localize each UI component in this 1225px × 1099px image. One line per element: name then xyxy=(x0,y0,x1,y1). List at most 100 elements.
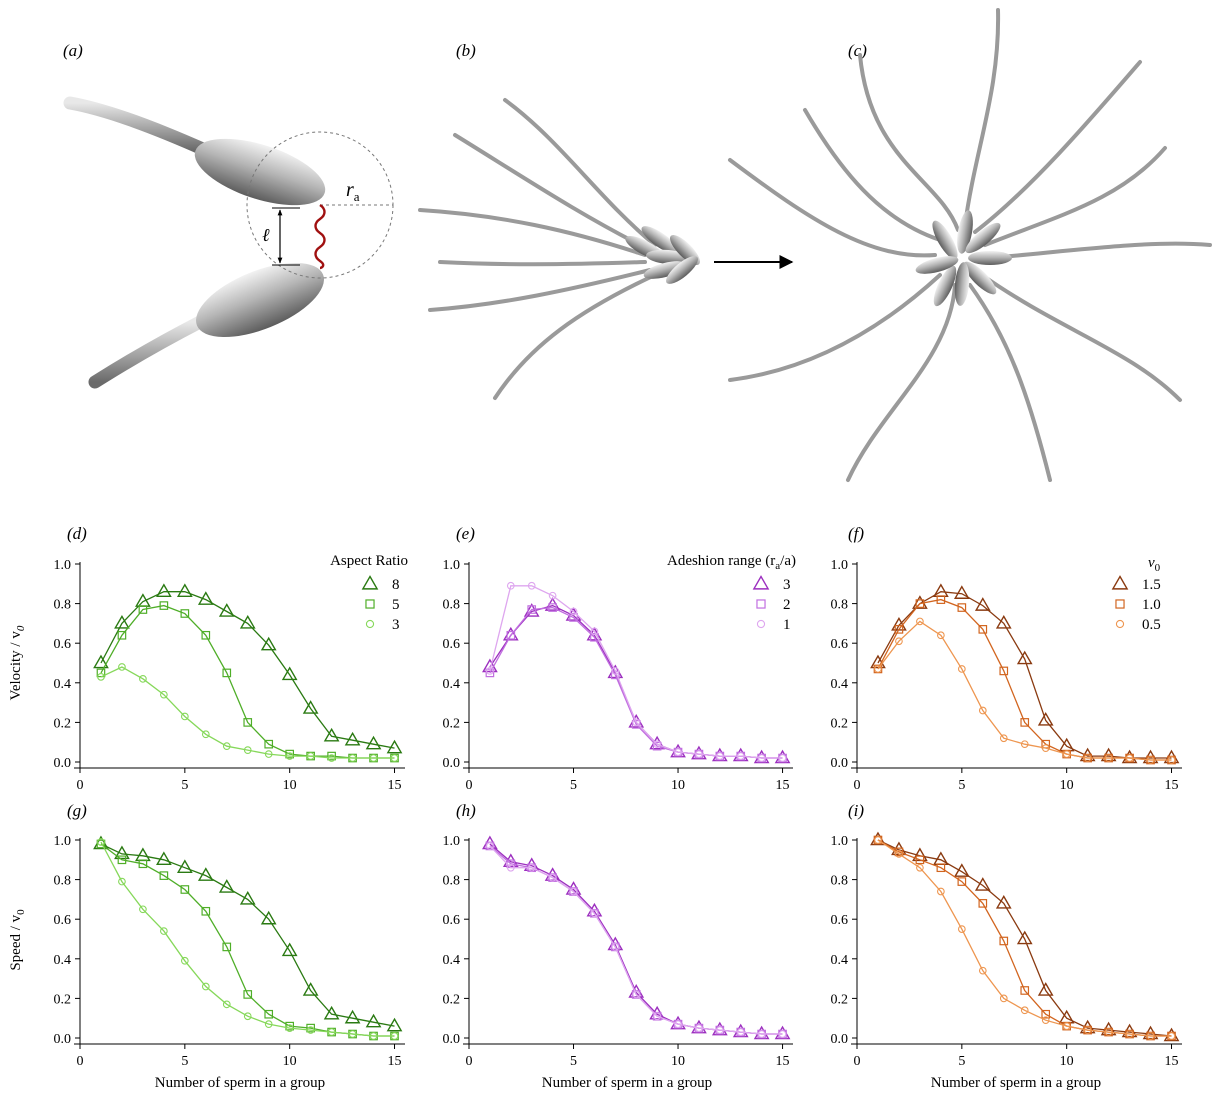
marker-circle xyxy=(548,873,557,882)
y-tick-label: 0.2 xyxy=(831,992,849,1007)
series-3 xyxy=(482,597,791,764)
marker-triangle xyxy=(1016,930,1033,945)
marker-circle xyxy=(695,1024,703,1032)
legend-label: 0.5 xyxy=(1142,617,1161,633)
xlabel-g: Number of sperm in a group xyxy=(155,1075,325,1091)
flagellum xyxy=(728,158,937,258)
legend-entry-1.0: 1.0 xyxy=(1115,597,1161,613)
y-tick-label: 1.0 xyxy=(831,558,849,573)
x-tick-label: 0 xyxy=(77,1054,84,1069)
x-tick-label: 15 xyxy=(776,1054,790,1069)
marker-circle xyxy=(874,665,882,673)
marker-square xyxy=(936,595,946,604)
marker-circle xyxy=(957,925,966,933)
marker-triangle xyxy=(260,636,277,651)
series-1.5 xyxy=(870,583,1180,764)
marker-circle xyxy=(1146,756,1155,764)
marker-circle xyxy=(118,663,126,671)
marker-circle xyxy=(1167,756,1176,764)
marker-circle xyxy=(653,1012,661,1021)
y-tick-label: 0.6 xyxy=(831,637,849,652)
marker-square xyxy=(1020,718,1030,727)
marker-circle xyxy=(937,631,945,640)
marker-circle xyxy=(632,990,641,999)
marker-circle xyxy=(715,1026,724,1034)
marker-square xyxy=(117,855,127,865)
marker-circle xyxy=(1083,1026,1092,1034)
legend-label: 1 xyxy=(783,617,791,633)
sperm-tail-lower xyxy=(88,315,207,389)
x-tick-label: 10 xyxy=(1060,778,1074,793)
y-tick-label: 0.0 xyxy=(443,756,461,771)
marker-circle xyxy=(160,690,168,699)
marker-square xyxy=(201,906,211,916)
marker-square xyxy=(138,605,148,614)
series-line xyxy=(100,591,395,749)
marker-circle xyxy=(306,752,315,760)
series-line xyxy=(489,606,783,759)
legend-entry-5: 5 xyxy=(365,597,400,613)
y-tick-label: 0.6 xyxy=(831,913,849,928)
y-tick-label: 1.0 xyxy=(443,558,461,573)
series-line xyxy=(877,839,1172,1037)
flagellum xyxy=(728,273,942,382)
xlabel-i: Number of sperm in a group xyxy=(931,1075,1101,1091)
flagellum xyxy=(503,98,657,247)
marker-square xyxy=(1115,599,1125,609)
marker-circle xyxy=(1062,1022,1071,1030)
y-tick-label: 0.4 xyxy=(54,677,72,692)
x-tick-label: 15 xyxy=(1165,1054,1179,1069)
legend-title-v0: v0 xyxy=(1148,555,1161,574)
marker-circle xyxy=(1115,619,1125,629)
flagellum xyxy=(968,283,1052,482)
sperm-tail-upper xyxy=(63,96,212,157)
marker-triangle xyxy=(974,597,991,611)
x-tick-label: 0 xyxy=(466,1054,473,1069)
marker-square xyxy=(569,613,578,622)
marker-circle xyxy=(201,982,210,991)
marker-circle xyxy=(653,740,661,749)
marker-triangle xyxy=(344,1009,361,1024)
y-tick-label: 0.4 xyxy=(831,677,849,692)
cluster-large xyxy=(728,8,1212,482)
marker-square xyxy=(285,749,294,759)
marker-square xyxy=(243,990,253,999)
marker-circle xyxy=(757,754,766,762)
flagellum xyxy=(988,241,1212,260)
marker-circle xyxy=(756,619,766,629)
series-8 xyxy=(93,583,403,754)
ylabel-velocity: Velocity / v0 xyxy=(8,625,27,700)
marker-circle xyxy=(139,905,147,914)
series-line xyxy=(877,839,1172,1037)
marker-triangle xyxy=(197,591,214,605)
marker-circle xyxy=(569,887,578,896)
y-tick-label: 0.4 xyxy=(443,953,461,968)
marker-circle xyxy=(916,863,924,872)
y-tick-label: 0.8 xyxy=(54,598,72,613)
legend-entry-8: 8 xyxy=(361,575,400,593)
y-tick-label: 1.0 xyxy=(831,834,849,849)
marker-square xyxy=(506,630,516,640)
marker-square xyxy=(222,942,232,952)
marker-circle xyxy=(527,863,536,872)
marker-circle xyxy=(527,581,536,590)
panel-label-c: (c) xyxy=(848,41,867,60)
y-tick-label: 0.4 xyxy=(54,953,72,968)
marker-square xyxy=(1041,1009,1051,1019)
panel-label-h: (h) xyxy=(456,801,476,820)
marker-square xyxy=(285,1021,294,1031)
legend-title-adhesion-range: Adeshion range (ra/a) xyxy=(667,553,796,572)
sperm-head-upper xyxy=(194,138,326,206)
sperm-head xyxy=(643,261,687,279)
marker-square xyxy=(999,666,1009,676)
marker-circle xyxy=(999,994,1008,1003)
y-tick-label: 0.8 xyxy=(443,874,461,889)
marker-circle xyxy=(695,750,703,758)
sperm-head xyxy=(954,262,970,306)
legend-entry-1: 1 xyxy=(756,617,791,633)
marker-triangle xyxy=(281,666,298,681)
marker-circle xyxy=(611,667,620,675)
marker-triangle xyxy=(1111,575,1129,590)
marker-square xyxy=(957,603,967,612)
